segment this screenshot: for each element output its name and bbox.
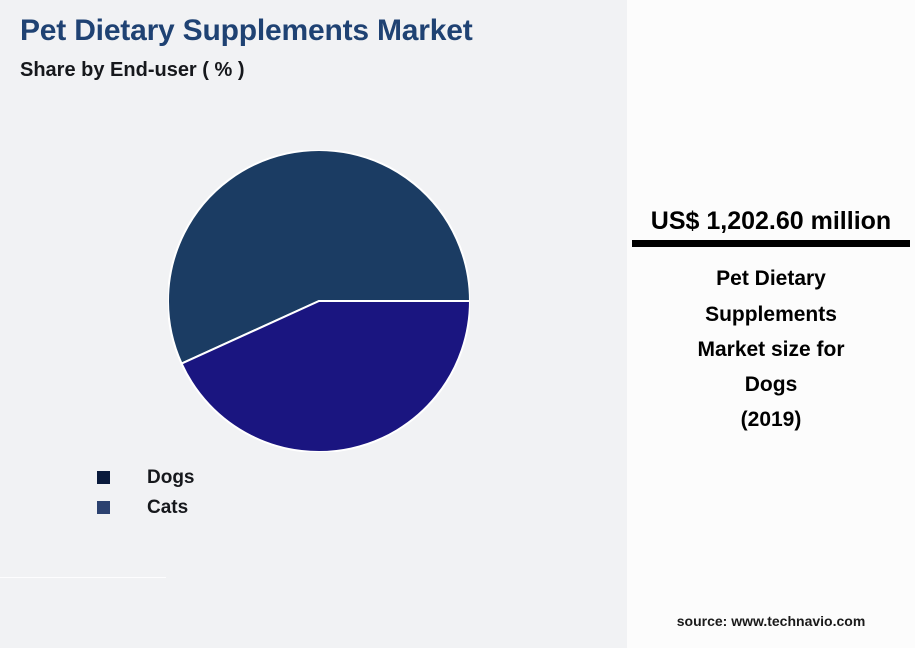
pie-slice-cats[interactable]: [180, 300, 470, 452]
chart-legend: Dogs Cats: [97, 462, 397, 522]
legend-swatch-dogs: [97, 470, 110, 484]
baseline-divider: [0, 577, 166, 578]
legend-label-dogs: Dogs: [147, 466, 195, 488]
legend-item-dogs[interactable]: Dogs: [97, 462, 397, 492]
pie-chart-svg: [168, 150, 470, 452]
pie-chart: [168, 150, 470, 452]
callout-value: US$ 1,202.60 million: [650, 207, 892, 235]
legend-item-cats[interactable]: Cats: [97, 492, 397, 522]
source-note: source: www.technavio.com: [676, 613, 866, 629]
pie-slice-dogs[interactable]: [168, 150, 470, 365]
chart-left-panel: Pet Dietary Supplements Market Share by …: [0, 14, 473, 578]
legend-label-cats: Cats: [147, 496, 189, 518]
page-title: Pet Dietary Supplements Market: [20, 14, 473, 47]
chart-right-panel: US$ 1,202.60 million Pet Dietary Suppleme…: [627, 0, 915, 648]
legend-swatch-cats: [97, 500, 110, 514]
callout-divider: [632, 240, 910, 248]
chart-subtitle: Share by End-user ( % ): [20, 59, 245, 81]
callout-description: Pet Dietary Supplements Market size for Dog…: [697, 267, 845, 432]
callout-box: US$ 1,202.60 million Pet Dietary Suppleme…: [627, 206, 915, 438]
